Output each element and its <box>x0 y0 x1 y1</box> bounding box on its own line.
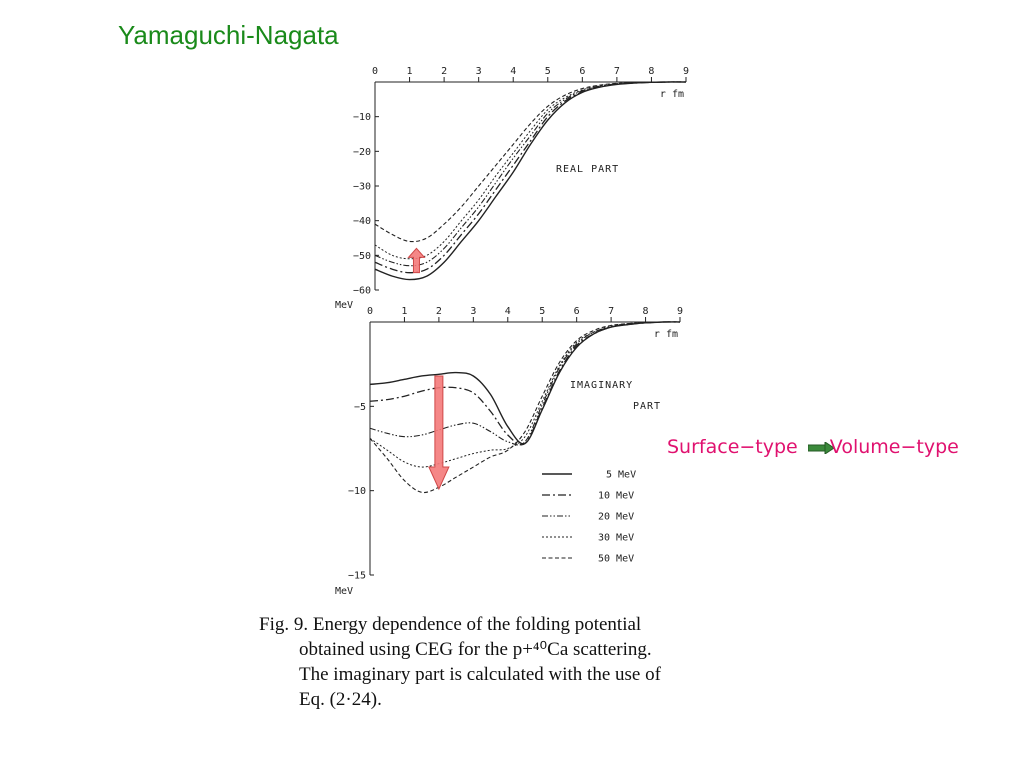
x-tick-label: 7 <box>614 66 620 77</box>
right-arrow-icon <box>807 441 834 454</box>
x-tick-label: 5 <box>545 66 551 77</box>
x-tick-label: 6 <box>579 66 585 77</box>
series-line-10-mev <box>374 81 687 274</box>
x-tick-label: 9 <box>677 306 683 317</box>
slide-title: Yamaguchi-Nagata <box>118 20 339 50</box>
x-tick-label: 7 <box>608 306 614 317</box>
surface-type-label: Surface−type <box>667 436 798 458</box>
y-axis-label: MeV <box>335 300 353 311</box>
x-tick-label: 9 <box>683 66 689 77</box>
x-tick-label: 1 <box>401 306 407 317</box>
legend-label: 20 MeV <box>598 512 634 523</box>
series-line-30-mev <box>369 321 681 468</box>
caption-line: Fig. 9. Energy dependence of the folding… <box>259 614 642 635</box>
y-tick-label: −10 <box>353 112 371 123</box>
legend-label: 50 MeV <box>598 554 634 565</box>
x-tick-label: 4 <box>505 306 511 317</box>
x-axis-label: r fm <box>660 89 684 100</box>
red-arrow-icon <box>407 247 426 274</box>
y-tick-label: −20 <box>353 147 371 158</box>
y-tick-label: −60 <box>353 286 371 297</box>
y-tick-label: −40 <box>353 216 371 227</box>
series-line-5-mev <box>369 321 681 445</box>
folding-potential-figure: 0 1 2 3 4 5 6 7 8 9r fm−10−20−30−40−50−60MeVREAL … <box>335 66 689 597</box>
series-line-20-mev <box>374 81 687 267</box>
x-tick-label: 8 <box>648 66 654 77</box>
y-tick-label: −10 <box>348 486 366 497</box>
x-tick-label: 1 <box>407 66 413 77</box>
x-tick-label: 0 <box>372 66 378 77</box>
y-axis-label: MeV <box>335 586 353 597</box>
x-tick-label: 4 <box>510 66 516 77</box>
caption-line: obtained using CEG for the p+⁴⁰Ca scatte… <box>299 639 652 660</box>
figure-caption: Fig. 9. Energy dependence of the folding… <box>259 612 779 712</box>
panel-title: IMAGINARY <box>570 380 633 391</box>
x-tick-label: 2 <box>441 66 447 77</box>
x-tick-label: 3 <box>476 66 482 77</box>
legend-label: 30 MeV <box>598 533 634 544</box>
series-line-30-mev <box>374 81 687 260</box>
x-tick-label: 5 <box>539 306 545 317</box>
y-tick-label: −5 <box>354 402 366 413</box>
surface-volume-annotation: Surface−type Volume−type <box>667 436 959 458</box>
series-line-5-mev <box>374 81 687 281</box>
caption-line: Eq. (2·24). <box>299 689 382 710</box>
volume-type-label: Volume−type <box>829 436 959 458</box>
y-tick-label: −30 <box>353 182 371 193</box>
x-tick-label: 2 <box>436 306 442 317</box>
y-tick-label: −15 <box>348 571 366 582</box>
x-tick-label: 3 <box>470 306 476 317</box>
panel-title: PART <box>633 401 661 412</box>
y-tick-label: −50 <box>353 251 371 262</box>
x-axis-label: r fm <box>654 329 678 340</box>
series-line-20-mev <box>369 321 681 446</box>
series-line-50-mev <box>374 81 687 243</box>
caption-line: The imaginary part is calculated with th… <box>299 664 661 685</box>
series-line-50-mev <box>369 321 681 494</box>
x-tick-label: 0 <box>367 306 373 317</box>
panel-title: REAL PART <box>556 164 619 175</box>
x-tick-label: 8 <box>643 306 649 317</box>
legend-label: 5 MeV <box>606 470 636 481</box>
series-line-10-mev <box>369 321 681 446</box>
red-arrow-icon <box>428 375 450 491</box>
legend-label: 10 MeV <box>598 491 634 502</box>
x-tick-label: 6 <box>574 306 580 317</box>
